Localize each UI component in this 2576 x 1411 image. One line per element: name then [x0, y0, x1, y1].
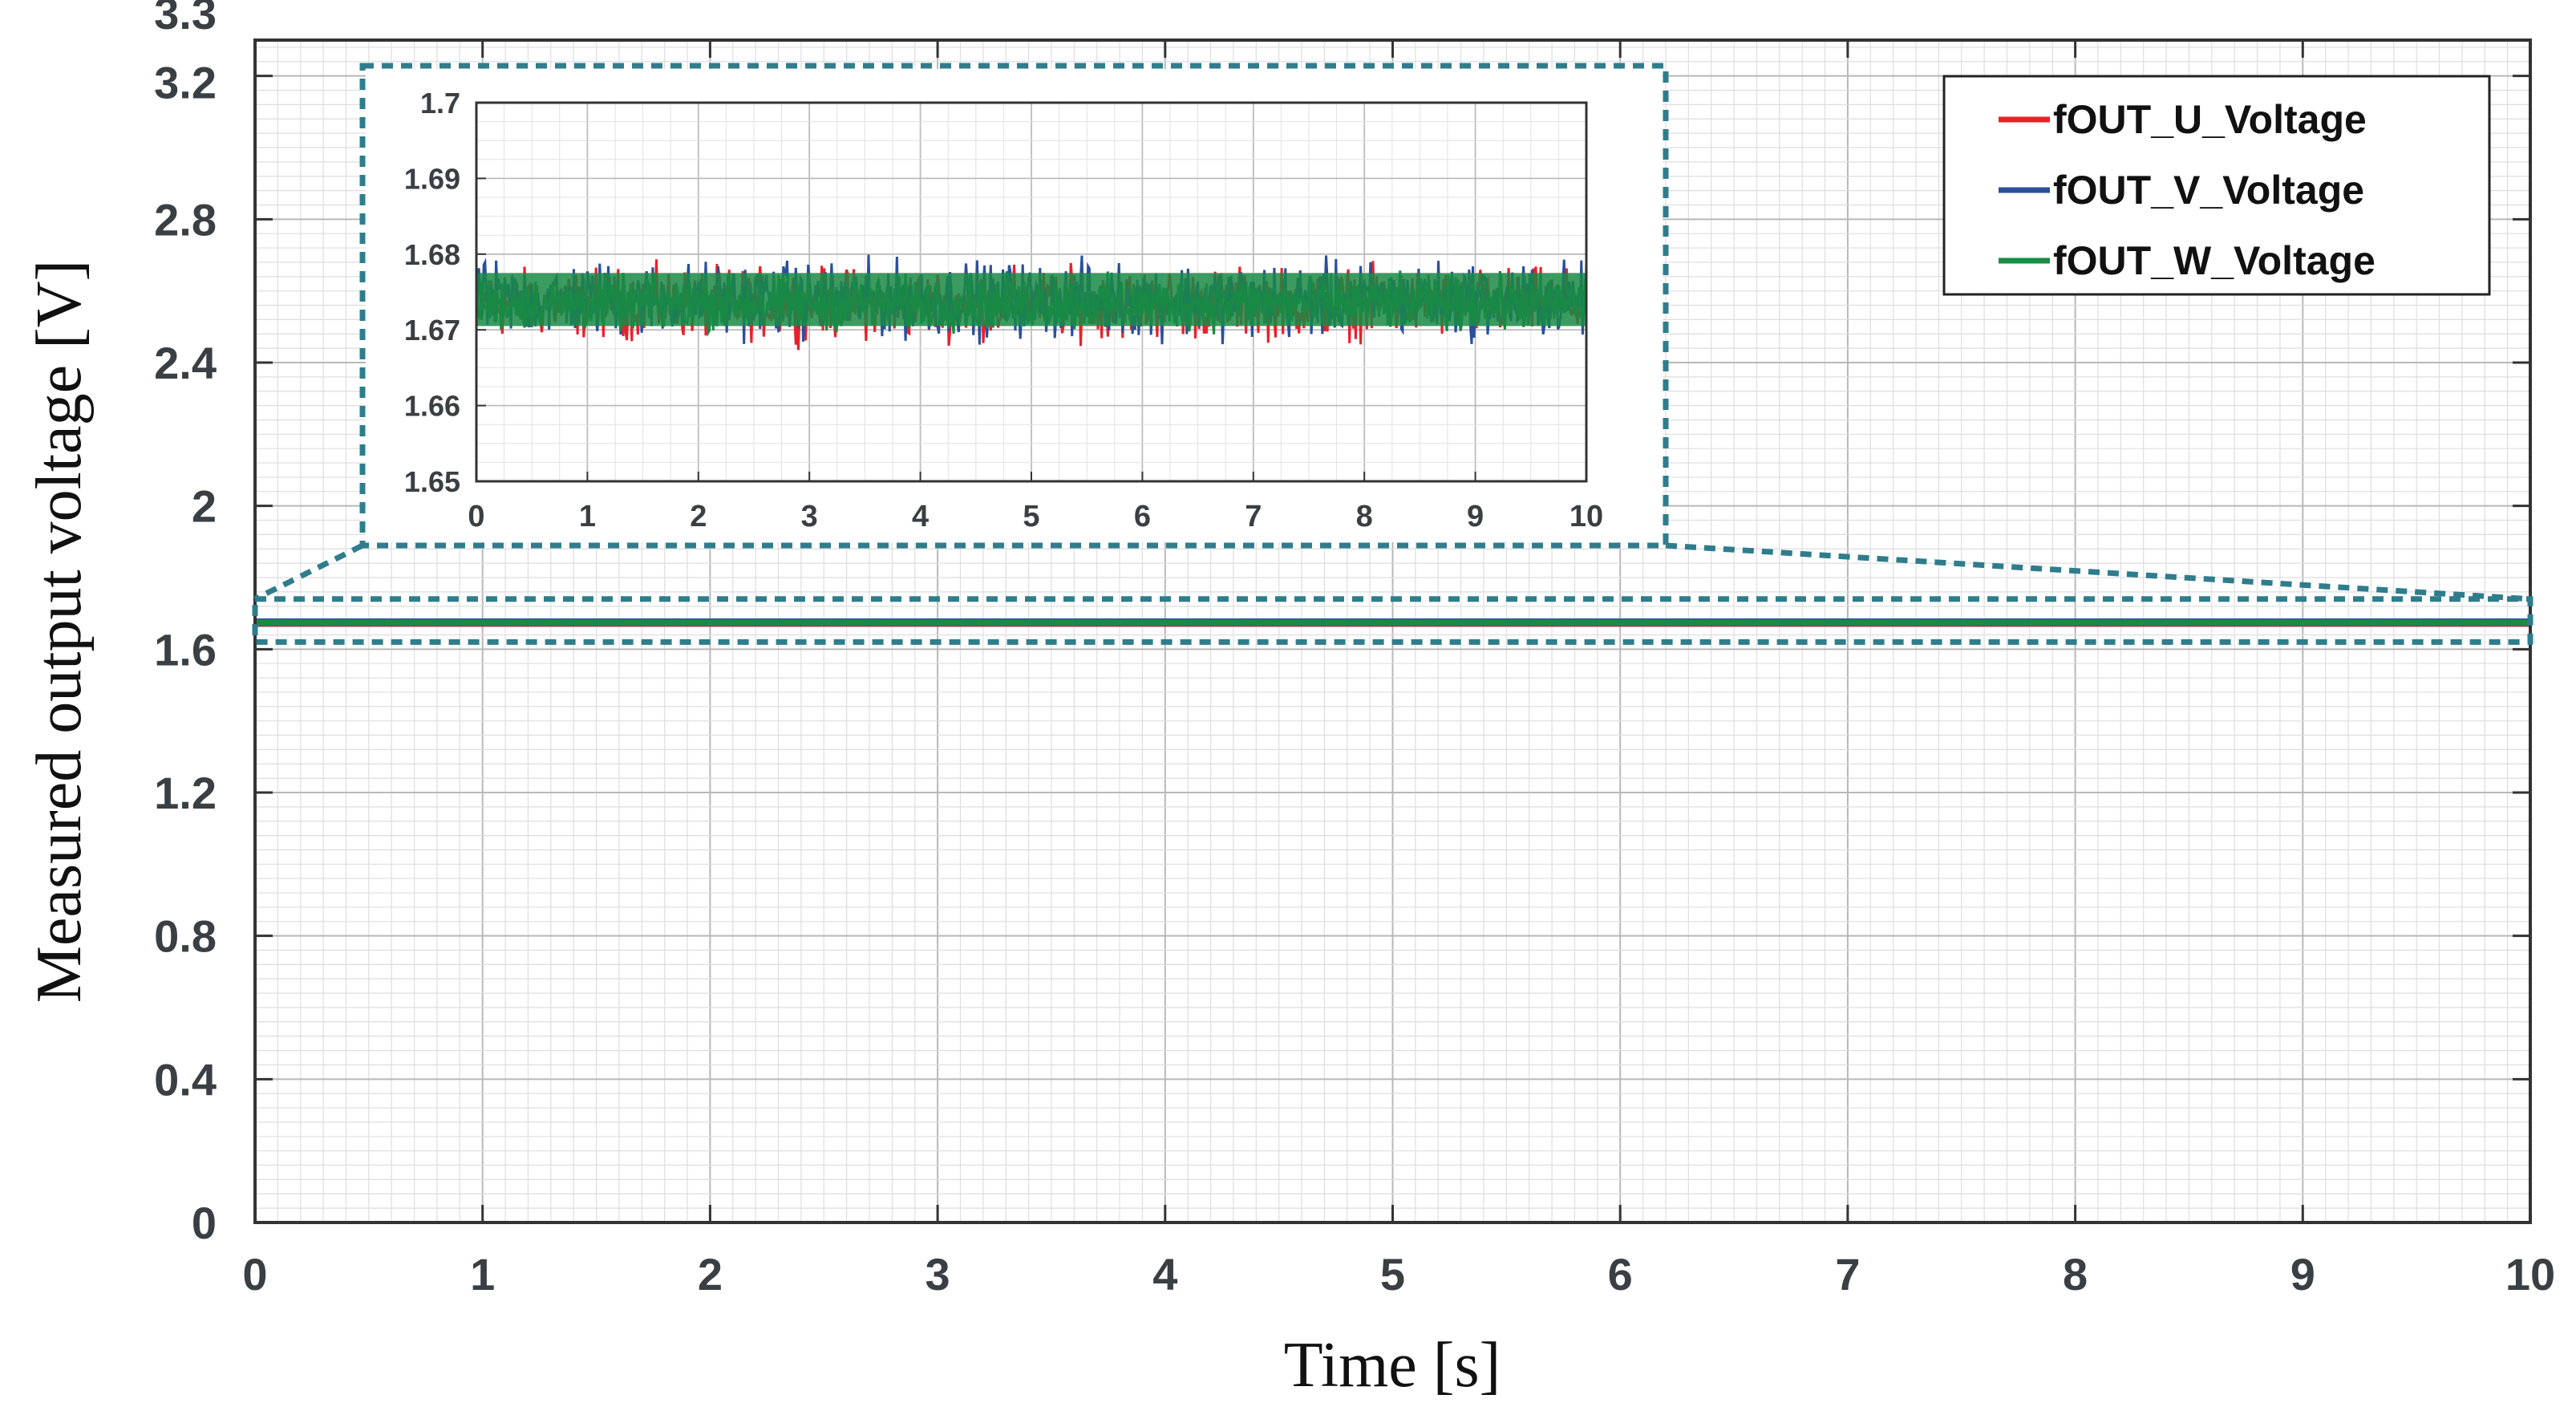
x-tick-label: 7 — [1835, 1249, 1860, 1299]
inset-x-tick-label: 5 — [1023, 500, 1039, 533]
x-tick-label: 1 — [470, 1249, 495, 1299]
inset-y-tick-label: 1.68 — [404, 238, 460, 271]
inset-y-tick-label: 1.7 — [420, 87, 460, 120]
y-tick-label: 0.8 — [154, 911, 217, 962]
inset-series-core — [476, 273, 1586, 326]
y-tick-label: 3.3 — [154, 0, 217, 39]
x-tick-label: 5 — [1380, 1249, 1405, 1299]
inset-x-tick-label: 7 — [1245, 500, 1262, 533]
y-tick-label: 0 — [192, 1198, 217, 1248]
y-tick-label: 2 — [192, 481, 217, 532]
y-tick-label: 2.4 — [154, 338, 217, 388]
legend: fOUT_U_Voltage fOUT_V_Voltage fOUT_W_Volta… — [1942, 75, 2491, 296]
inset-y-tick-label: 1.66 — [404, 390, 460, 423]
y-tick-label: 3.2 — [154, 58, 217, 108]
zoom-region-box — [252, 596, 2533, 645]
zoom-connector-right — [1665, 542, 2531, 602]
inset-x-tick-label: 8 — [1356, 500, 1373, 533]
y-axis-title: Measured output voltage [V] — [24, 260, 95, 1003]
inset-x-tick-label: 6 — [1134, 500, 1151, 533]
inset-x-tick-label: 1 — [579, 500, 596, 533]
inset-outline-box — [359, 63, 1669, 549]
series-line-3 — [255, 619, 2530, 626]
main-series — [255, 618, 2530, 627]
inset-y-tick-label: 1.67 — [404, 314, 460, 347]
inset-y-tick-label: 1.65 — [404, 465, 460, 498]
inset-x-tick-label: 9 — [1467, 500, 1484, 533]
legend-label-3: fOUT_W_Voltage — [2053, 238, 2376, 283]
x-tick-label: 6 — [1608, 1249, 1633, 1299]
inset-x-tick-label: 4 — [912, 500, 929, 533]
inset-x-tick-label: 2 — [690, 500, 707, 533]
inset-plot: 0 1 2 3 4 5 6 7 8 9 10 1.65 1.66 1.67 1.68 1.69 1.7 — [366, 69, 1663, 542]
x-tick-label: 9 — [2290, 1249, 2315, 1299]
inset-x-tick-label: 10 — [1569, 500, 1603, 533]
x-tick-label: 10 — [2505, 1249, 2555, 1299]
x-tick-label: 3 — [925, 1249, 950, 1299]
x-tick-label: 2 — [698, 1249, 723, 1299]
legend-label-2: fOUT_V_Voltage — [2053, 168, 2364, 213]
y-tick-label: 0.4 — [154, 1054, 217, 1105]
inset-x-tick-label: 3 — [801, 500, 818, 533]
x-axis-title: Time [s] — [1284, 1330, 1501, 1401]
zoom-connector-left — [253, 542, 364, 602]
inset-y-tick-label: 1.69 — [404, 162, 460, 195]
y-tick-label: 2.8 — [154, 194, 217, 245]
zoom-indicator — [252, 63, 2533, 645]
x-tick-label: 8 — [2063, 1249, 2088, 1299]
x-tick-label: 4 — [1152, 1249, 1177, 1299]
legend-label-1: fOUT_U_Voltage — [2053, 97, 2367, 142]
y-tick-label: 1.6 — [154, 624, 217, 675]
inset-x-tick-label: 0 — [468, 500, 484, 533]
y-tick-label: 1.2 — [154, 768, 217, 818]
x-tick-label: 0 — [242, 1249, 267, 1299]
